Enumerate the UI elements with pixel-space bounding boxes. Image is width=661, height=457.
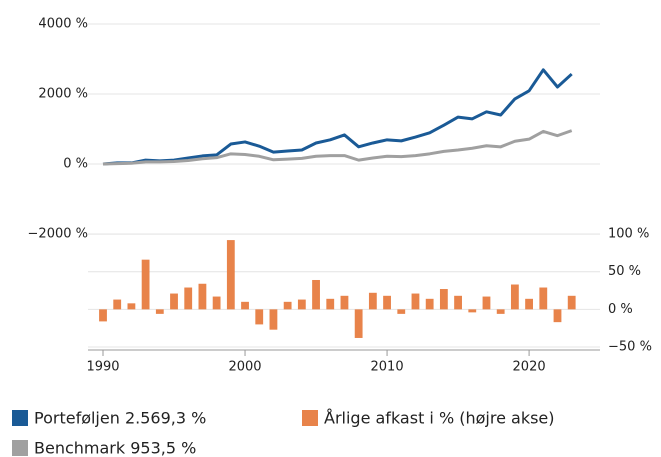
bar <box>113 299 122 310</box>
bar <box>283 301 292 310</box>
bar <box>539 287 548 310</box>
bar <box>397 309 406 314</box>
bar <box>553 309 562 323</box>
legend-label: Benchmark 953,5 % <box>34 439 196 457</box>
bar <box>354 309 363 338</box>
bar <box>312 279 320 310</box>
bar <box>99 309 107 322</box>
bar <box>170 293 178 310</box>
bar <box>241 301 249 310</box>
bar <box>425 298 434 310</box>
bar <box>482 296 491 310</box>
bar <box>326 298 335 310</box>
legend-swatch <box>302 410 318 426</box>
bar <box>184 287 193 310</box>
y2-tick-label: 100 % <box>608 227 649 242</box>
x-tick-label: 2010 <box>371 360 404 375</box>
bar <box>226 240 235 310</box>
bar <box>155 309 164 314</box>
legend-label: Årlige afkast i % (højre akse) <box>324 409 555 428</box>
bar <box>297 299 306 310</box>
bar <box>255 309 264 325</box>
bar <box>340 295 349 310</box>
bar <box>368 292 377 310</box>
x-tick-label: 2000 <box>228 360 261 375</box>
bar <box>525 298 533 310</box>
bar <box>198 283 207 310</box>
x-tick-label: 2020 <box>513 360 546 375</box>
bar <box>127 303 136 310</box>
line <box>102 68 573 166</box>
bar <box>510 284 519 310</box>
legend-label: Porteføljen 2.569,3 % <box>34 409 206 428</box>
bar <box>567 295 576 310</box>
y2-tick-label: −50 % <box>608 340 652 355</box>
bar <box>439 289 448 310</box>
bar <box>454 295 462 310</box>
line <box>102 129 573 166</box>
y-tick-label: 2000 % <box>38 86 88 101</box>
legend-swatch <box>12 410 28 426</box>
y-tick-label: 4000 % <box>38 17 88 32</box>
bar <box>269 309 278 330</box>
legend-swatch <box>12 440 28 456</box>
x-tick-label: 1990 <box>86 360 119 375</box>
y2-tick-label: 50 % <box>608 264 641 279</box>
bar <box>141 259 150 310</box>
y-tick-label: −2000 % <box>28 226 88 241</box>
bar <box>383 295 391 310</box>
bar <box>468 309 477 313</box>
bar <box>411 293 420 310</box>
bar <box>212 296 221 310</box>
bar <box>496 309 505 314</box>
y-tick-label: 0 % <box>63 156 88 171</box>
y2-tick-label: 0 % <box>608 302 633 317</box>
